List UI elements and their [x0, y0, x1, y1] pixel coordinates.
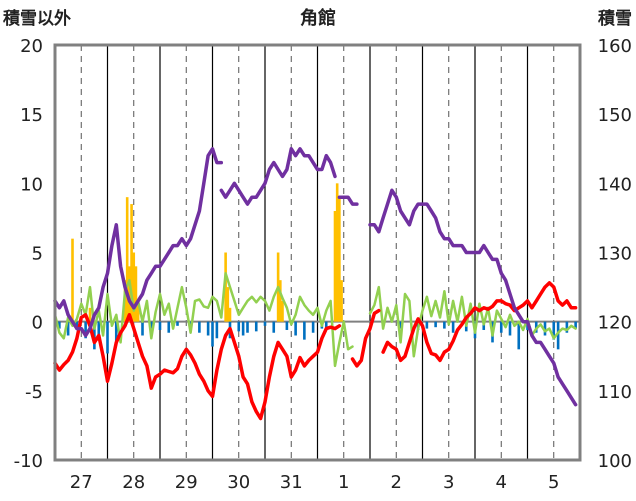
left-tick-label: 10: [20, 174, 43, 195]
left-tick-label: 0: [32, 313, 43, 334]
bar-黄: [279, 280, 282, 322]
bar-青: [324, 321, 328, 330]
bar-青: [543, 321, 547, 336]
series-line-緑: [53, 272, 577, 368]
right-axis-label: 積雪: [598, 8, 632, 29]
bar-青: [303, 321, 306, 340]
bar-黄: [338, 197, 341, 322]
bar-青: [311, 321, 315, 333]
bar-黄: [88, 307, 92, 322]
right-tick-label: 140: [598, 174, 632, 195]
bar-黄: [128, 266, 131, 322]
bar-黄: [281, 300, 284, 322]
right-tick-label: 150: [598, 105, 632, 126]
day-tick-label: 29: [175, 472, 198, 493]
bar-黄: [71, 238, 74, 322]
right-tick-label: 130: [598, 244, 632, 265]
bar-黄: [224, 252, 227, 322]
bar-青: [294, 321, 297, 336]
day-tick-label: 5: [548, 472, 559, 493]
bar-青: [241, 321, 245, 336]
bar-黄: [335, 183, 339, 322]
left-axis-label: 積雪以外: [3, 8, 71, 29]
bar-青: [482, 321, 486, 330]
bar-青: [254, 321, 258, 332]
plot-area-border: [53, 43, 582, 462]
bar-青: [84, 321, 87, 339]
series-line-赤: [53, 281, 578, 421]
bar-青: [517, 321, 521, 350]
bar-青: [114, 321, 118, 343]
bar-青: [565, 321, 569, 333]
bar-青: [425, 321, 429, 329]
right-tick-label: 100: [598, 451, 632, 472]
chart-title: 角館: [300, 7, 336, 29]
bar-青: [149, 321, 153, 329]
left-tick-label: 5: [32, 244, 43, 265]
bar-黄: [130, 204, 133, 322]
bar-黄: [340, 280, 343, 322]
bar-青: [443, 321, 446, 329]
bar-青: [285, 321, 289, 330]
right-tick-label: 110: [598, 382, 632, 403]
bar-黄: [226, 287, 230, 322]
bar-青: [499, 321, 503, 333]
bar-黄: [125, 197, 129, 322]
bar-青: [66, 321, 70, 336]
bar-黄: [333, 211, 337, 322]
bar-青: [141, 321, 144, 336]
day-tick-label: 31: [280, 472, 303, 493]
bar-青: [176, 321, 179, 326]
day-tick-label: 30: [227, 472, 250, 493]
bar-青: [237, 321, 241, 332]
bar-青: [556, 321, 560, 350]
bar-青: [552, 321, 556, 340]
bar-青: [399, 321, 402, 329]
left-tick-label: -5: [25, 382, 43, 403]
day-tick-label: 3: [443, 472, 454, 493]
bar-黄: [228, 307, 232, 322]
bar-黄: [136, 300, 140, 322]
day-tick-label: 27: [70, 472, 93, 493]
day-tick-label: 1: [338, 472, 349, 493]
bar-青: [215, 321, 219, 339]
bar-青: [211, 321, 214, 347]
right-tick-label: 160: [598, 36, 632, 57]
day-tick-label: 2: [391, 472, 402, 493]
bar-青: [97, 321, 101, 336]
day-tick-label: 4: [496, 472, 507, 493]
bar-青: [574, 321, 577, 329]
bar-青: [272, 321, 276, 333]
bar-青: [206, 321, 210, 336]
right-tick-label: 120: [598, 313, 632, 334]
bar-黄: [134, 266, 138, 322]
bar-青: [106, 321, 109, 354]
bar-青: [451, 321, 455, 333]
left-tick-label: -10: [14, 451, 43, 472]
day-tick-label: 28: [122, 472, 145, 493]
bar-青: [167, 321, 171, 333]
bar-黄: [132, 252, 136, 322]
bar-青: [198, 321, 201, 333]
bar-青: [434, 321, 437, 328]
bar-青: [158, 321, 162, 330]
left-tick-label: 20: [20, 36, 43, 57]
bar-青: [508, 321, 512, 336]
bar-青: [263, 321, 267, 326]
left-tick-label: 15: [20, 105, 43, 126]
bar-青: [58, 321, 61, 329]
bar-青: [246, 321, 249, 333]
series-line-積雪: [53, 147, 578, 407]
